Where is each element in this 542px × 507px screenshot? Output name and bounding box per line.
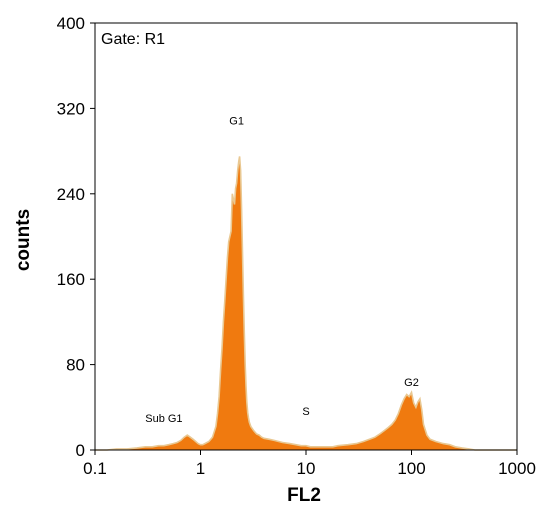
x-tick-label: 0.1 (83, 459, 107, 478)
x-tick-label: 1 (196, 459, 205, 478)
annotation-label: G1 (229, 115, 244, 127)
x-tick-label: 100 (397, 459, 425, 478)
histogram-outline (95, 156, 517, 451)
y-tick-label: 160 (57, 270, 85, 289)
x-axis: 0.1 1 10 100 1000 (83, 450, 536, 478)
y-axis: 0 80 160 240 320 400 (57, 14, 95, 460)
x-axis-title: FL2 (287, 485, 321, 506)
annotation-label: S (302, 406, 309, 418)
annotation-label: G2 (404, 377, 419, 389)
y-axis-title: counts (13, 209, 34, 271)
x-tick-label: 10 (297, 459, 316, 478)
gate-label: Gate: R1 (101, 31, 165, 48)
y-tick-label: 240 (57, 185, 85, 204)
y-tick-label: 80 (66, 356, 85, 375)
plot-area (95, 156, 517, 451)
y-tick-label: 320 (57, 99, 85, 118)
y-tick-label: 400 (57, 14, 85, 33)
annotations: G1 Sub G1 S G2 (145, 115, 419, 425)
y-tick-label: 0 (76, 441, 85, 460)
annotation-label: Sub G1 (145, 413, 182, 425)
plot-frame (94, 22, 518, 451)
x-tick-label: 1000 (498, 459, 536, 478)
